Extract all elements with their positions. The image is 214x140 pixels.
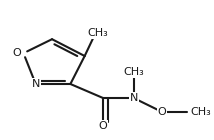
Text: O: O [158, 107, 166, 117]
Text: O: O [99, 121, 107, 131]
Text: N: N [31, 79, 40, 89]
Text: CH₃: CH₃ [191, 107, 211, 117]
Text: O: O [12, 48, 21, 58]
Text: CH₃: CH₃ [123, 67, 144, 77]
Text: N: N [129, 93, 138, 103]
Text: CH₃: CH₃ [88, 28, 108, 38]
